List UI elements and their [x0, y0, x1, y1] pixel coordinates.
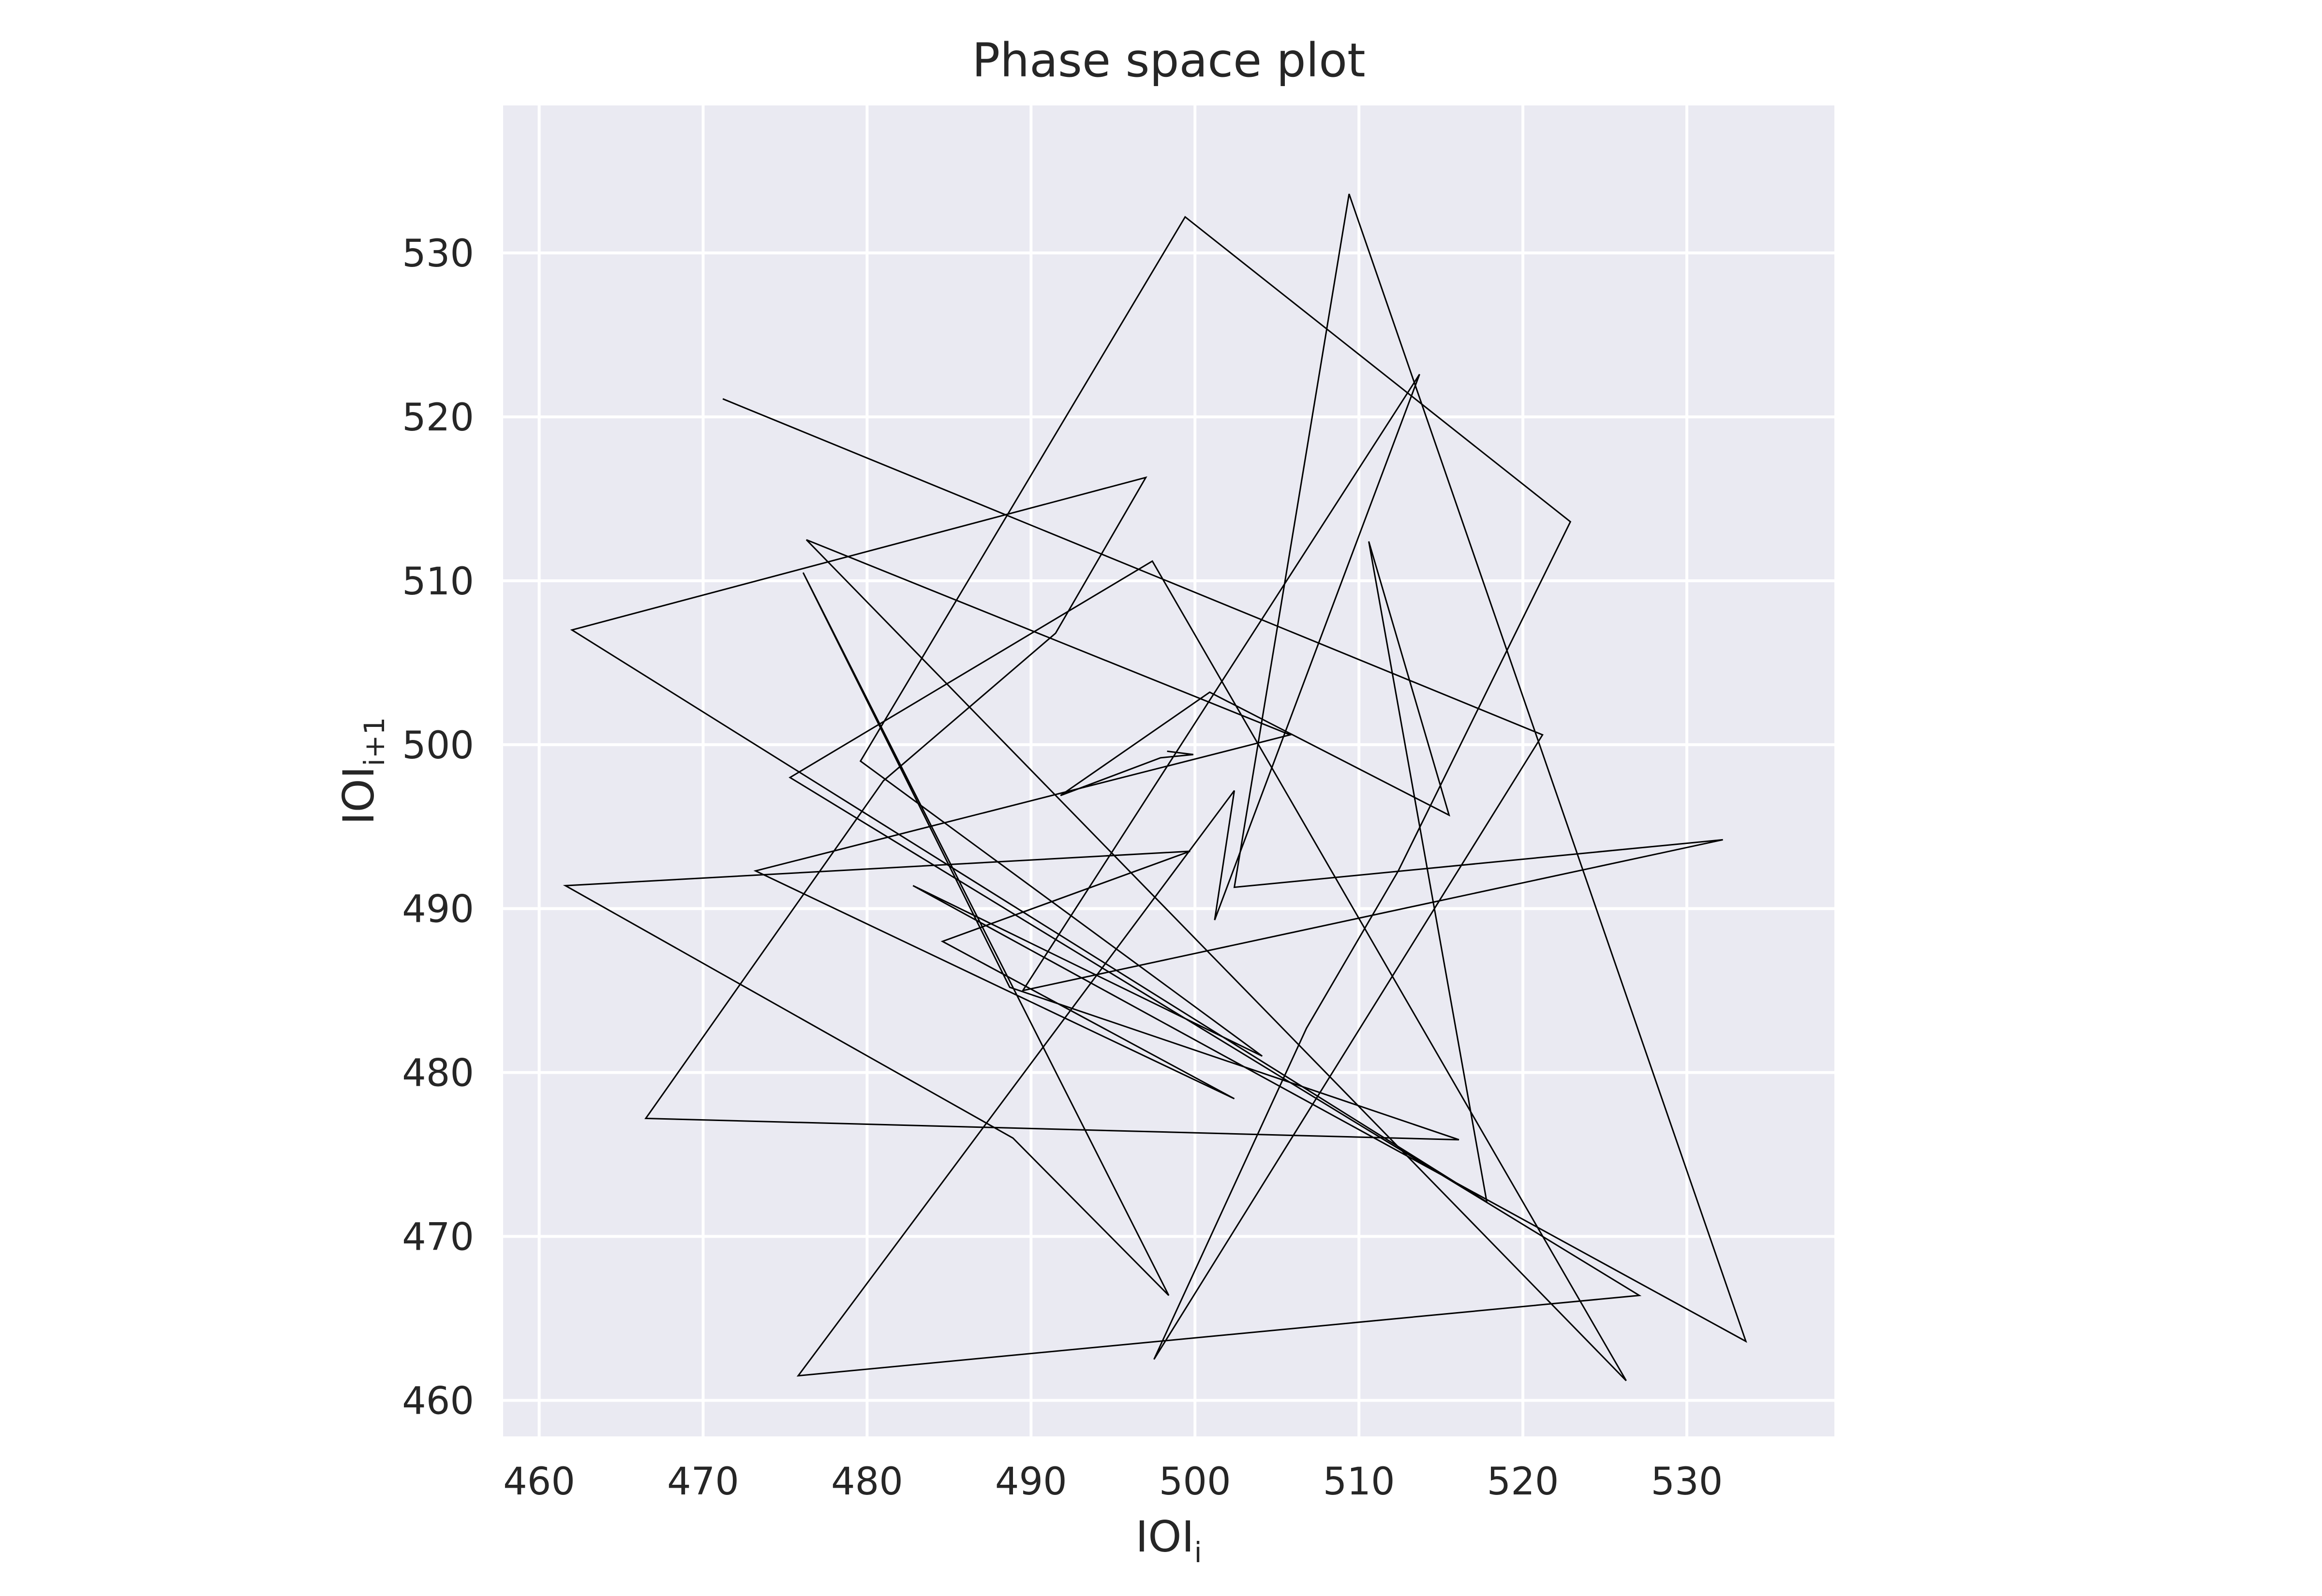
y-tick-label: 530 [402, 232, 474, 276]
y-tick-label: 520 [402, 396, 474, 440]
y-tick-label: 510 [402, 560, 474, 604]
y-axis-label-base: IOI [334, 766, 384, 825]
grid [503, 105, 1834, 1436]
x-tick-label: 460 [503, 1460, 575, 1504]
y-tick-label: 480 [402, 1052, 474, 1095]
x-tick-label: 480 [831, 1460, 903, 1504]
y-tick-label: 490 [402, 888, 474, 931]
x-tick-label: 530 [1651, 1460, 1723, 1504]
x-tick-label: 520 [1487, 1460, 1559, 1504]
x-tick-label: 490 [995, 1460, 1067, 1504]
x-tick-label: 500 [1159, 1460, 1231, 1504]
y-tick-label: 470 [402, 1216, 474, 1259]
y-tick-label: 500 [402, 724, 474, 768]
y-axis-label-subscript: i+1 [358, 717, 391, 767]
x-tick-label: 470 [667, 1460, 739, 1504]
plot-area [503, 105, 1834, 1436]
series-layer [563, 193, 1747, 1381]
chart-title: Phase space plot [972, 33, 1365, 88]
ticks: 460 470 480 490 500 510 520 530 460 470 480 490 500 5… [402, 232, 1723, 1504]
x-axis-label-base: IOI [1135, 1512, 1194, 1562]
y-axis-label: IOIi+1 [334, 717, 391, 825]
x-axis-label: IOIi [1135, 1512, 1202, 1569]
x-axis-label-subscript: i [1194, 1536, 1202, 1569]
x-tick-label: 510 [1323, 1460, 1395, 1504]
y-tick-label: 460 [402, 1379, 474, 1423]
series-line-0 [563, 193, 1747, 1381]
